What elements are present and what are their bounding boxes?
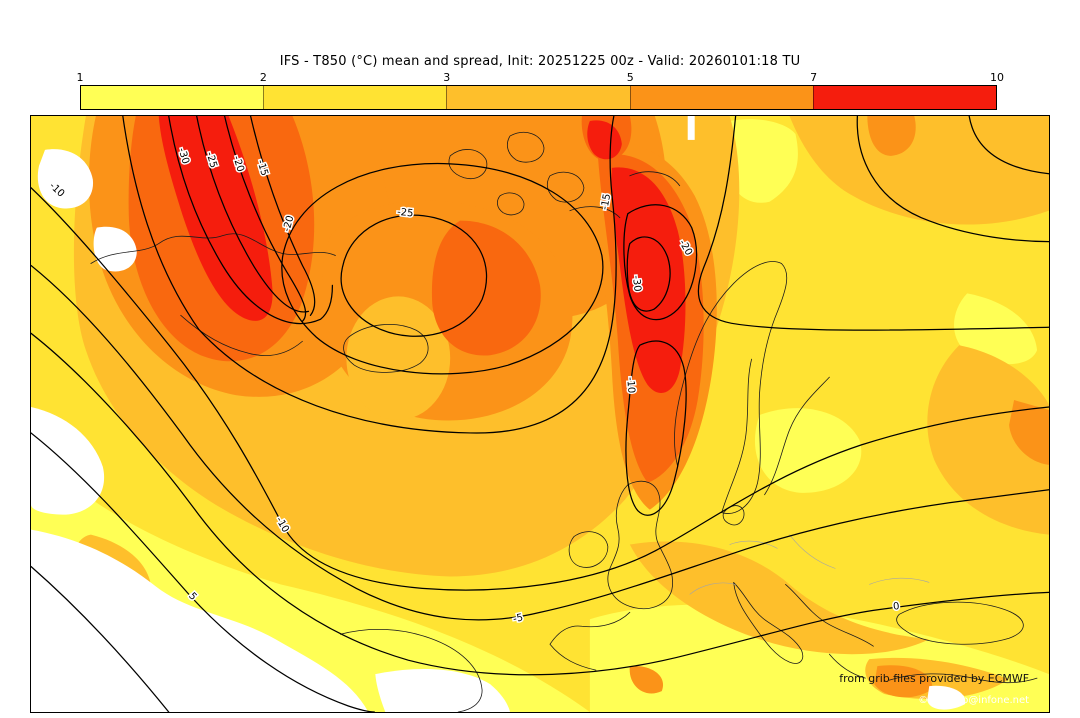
colorbar-tick: 2 bbox=[259, 71, 267, 84]
contour-label: -15 bbox=[600, 193, 614, 211]
colorbar-tick: 5 bbox=[626, 71, 634, 84]
coastlines-group bbox=[90, 132, 1038, 712]
white-notch bbox=[687, 116, 695, 140]
map-svg: -30 -25 -20 -15-20-25-15-20-30-10-10-10-505… bbox=[31, 116, 1049, 712]
contour-label: 0 bbox=[893, 601, 901, 613]
attribution-copyright: ©2025 sb@infone.net bbox=[918, 695, 1029, 706]
colorbar-tick: 10 bbox=[990, 71, 1004, 84]
colorbar-segment bbox=[81, 86, 264, 109]
colorbar-segment bbox=[629, 86, 813, 109]
colorbar-segment bbox=[812, 86, 997, 109]
spread-shading-group bbox=[31, 116, 1049, 712]
contour-label: -10 bbox=[624, 377, 636, 394]
attribution-ecmwf: from grib files provided by ECMWF bbox=[839, 672, 1029, 685]
colorbar-ticks: 1 2 3 5 7 10 bbox=[76, 71, 1005, 85]
colorbar-bar bbox=[80, 85, 997, 110]
contour-label: -30 bbox=[630, 275, 642, 292]
colorbar-segment bbox=[446, 86, 630, 109]
colorbar-tick: 1 bbox=[76, 71, 84, 84]
contour-label: -15 bbox=[254, 159, 269, 178]
colorbar-segment bbox=[263, 86, 447, 109]
contour-lines-group bbox=[31, 116, 1049, 712]
colorbar-tick: 7 bbox=[810, 71, 818, 84]
contour-label: -5 bbox=[512, 612, 524, 625]
colorbar-tick: 3 bbox=[443, 71, 451, 84]
colorbar: 1 2 3 5 7 10 bbox=[76, 71, 1005, 111]
contour-label: -25 bbox=[397, 207, 414, 220]
weather-map: -30 -25 -20 -15 -20 -25 -15 -20 -30 -10 -10 -10 -5 0 5… bbox=[30, 115, 1050, 713]
chart-title: IFS - T850 (°C) mean and spread, Init: 2… bbox=[279, 54, 801, 69]
